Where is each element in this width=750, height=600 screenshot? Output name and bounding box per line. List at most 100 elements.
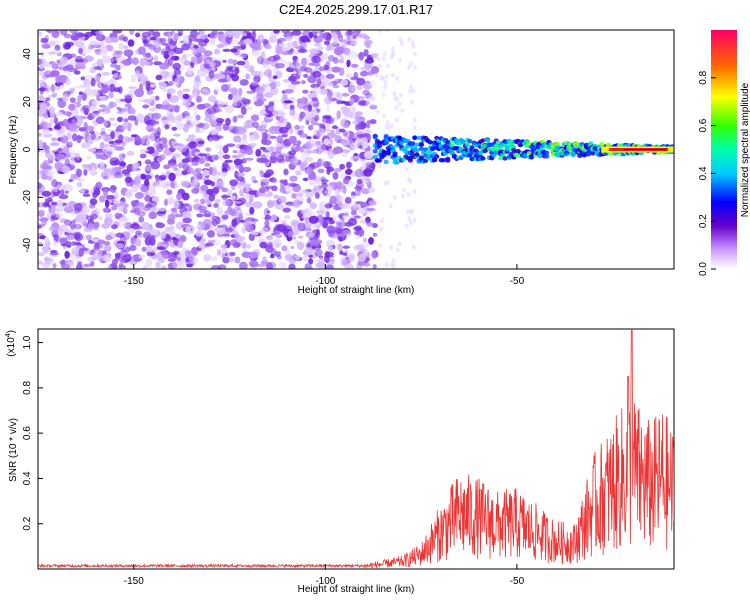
spectrogram-cell [110, 185, 117, 191]
spectrogram-cell [108, 92, 114, 99]
spectrogram-cell [112, 51, 122, 59]
spectrogram-cell [161, 214, 166, 219]
spectrogram-cell [147, 188, 156, 197]
spectrogram-cell [329, 232, 338, 240]
spectrogram-cell [110, 167, 117, 176]
spectrogram-cell [320, 264, 327, 269]
spectrogram-cell [261, 193, 272, 198]
spectrogram-cell [151, 228, 159, 235]
spectrogram-cell [258, 187, 266, 194]
spectrogram-cell [123, 93, 134, 100]
spectrogram-cell [264, 185, 274, 190]
spectrogram-cell [368, 237, 374, 245]
spectrogram-cell [200, 238, 206, 247]
spectrogram-cell [262, 63, 271, 69]
spectrogram-cell [49, 142, 60, 147]
spectrogram-cell [40, 37, 48, 44]
snr-series-line [38, 329, 674, 569]
spectrogram-cell [303, 67, 313, 73]
spectrogram-cell [233, 158, 243, 166]
spectrogram-cell [356, 96, 366, 100]
spectrogram-cell [70, 158, 76, 166]
snr-y-tick-label: 0.8 [22, 380, 33, 394]
spectrogram-cell [200, 198, 206, 205]
spectrogram-cell [544, 150, 550, 155]
spectrogram-cell [166, 218, 175, 225]
spectrogram-cell [203, 50, 213, 57]
spectrogram-cell [240, 106, 247, 115]
spectrogram-cell [275, 204, 285, 210]
spectrogram-cell [400, 193, 405, 199]
spectrogram-cell [191, 178, 200, 186]
spectrogram-cell [273, 30, 280, 34]
spectrogram-cell [104, 199, 110, 209]
spectrogram-cell [397, 101, 402, 107]
spectrogram-cell [54, 168, 63, 172]
spectrogram-cell [145, 181, 151, 188]
spectrogram-cell [38, 58, 43, 65]
spectrogram-cell [284, 35, 293, 42]
snr-y-tick-label: 0.6 [22, 426, 33, 440]
spectrogram-cell [128, 245, 137, 252]
spectrogram-cell [220, 84, 230, 92]
spectrogram-cell [205, 147, 212, 152]
spectrogram-cell [214, 199, 221, 204]
spectrogram-cell [51, 92, 58, 97]
spectrogram-cell [88, 88, 98, 97]
spectrogram-cell [41, 190, 52, 197]
spectrogram-cell [484, 138, 490, 143]
spectrogram-cell [309, 239, 320, 247]
spectrogram-cell [377, 143, 383, 149]
spectrogram-cell [229, 251, 236, 256]
spectrogram-cell [149, 246, 156, 254]
spectrogram-cell [134, 70, 141, 79]
spectrogram-cell [275, 242, 281, 249]
spectrogram-cell [95, 149, 105, 159]
spectrogram-cell [354, 230, 361, 235]
spectrogram-cell [291, 30, 302, 36]
spectrogram-x-axis-title: Height of straight line (km) [298, 285, 415, 296]
spectrogram-cell [125, 137, 135, 142]
spectrogram-cell [363, 168, 373, 177]
spectrogram-cell [333, 56, 339, 64]
spectrogram-cell [181, 211, 192, 220]
spectrogram-cell [389, 245, 394, 251]
spectrogram-cell [345, 168, 353, 175]
spectrogram-cell [323, 138, 330, 146]
spectrogram-cell [145, 139, 151, 146]
spectrogram-cell [271, 151, 277, 157]
spectrogram-cell [44, 145, 51, 154]
spectrogram-cell [42, 145, 50, 150]
spectrogram-cell [38, 139, 44, 149]
spectrogram-cell [249, 142, 257, 147]
spectrogram-cell [413, 51, 417, 57]
spectrogram-cell [39, 86, 44, 95]
snr-y-ticks: 1.0 0.8 0.6 0.4 0.2 [22, 335, 43, 531]
spectrogram-cell [278, 262, 287, 269]
spectrogram-cell [74, 241, 82, 246]
spectrogram-cell [59, 184, 67, 190]
spectrogram-cell [264, 44, 272, 50]
spectrogram-cell [389, 123, 394, 129]
spectrogram-cell [191, 161, 199, 167]
spectrogram-cell [339, 250, 344, 255]
spectrogram-cell [112, 30, 123, 34]
spectrogram-cell [76, 181, 83, 188]
spectrogram-cell [213, 89, 218, 95]
spectrogram-cell [353, 244, 362, 251]
snr-y-axis-title: SNR (10 * v/v) [8, 418, 19, 482]
spectrogram-cell [339, 163, 346, 170]
spectrogram-cell [297, 130, 302, 136]
spectrogram-cell [234, 32, 240, 40]
spectrogram-cell [361, 179, 369, 184]
spectrogram-cell [281, 30, 290, 34]
spectrogram-cell [308, 215, 319, 224]
spectrogram-cell [167, 32, 172, 40]
spectrogram-cell [391, 258, 396, 264]
spectrogram-cell [245, 148, 254, 156]
spectrogram-cell [311, 55, 321, 64]
spectrogram-cell [367, 71, 374, 76]
spectrogram-cell [236, 176, 245, 182]
spectrogram-cell [142, 104, 150, 109]
spectrogram-cell [86, 155, 92, 160]
